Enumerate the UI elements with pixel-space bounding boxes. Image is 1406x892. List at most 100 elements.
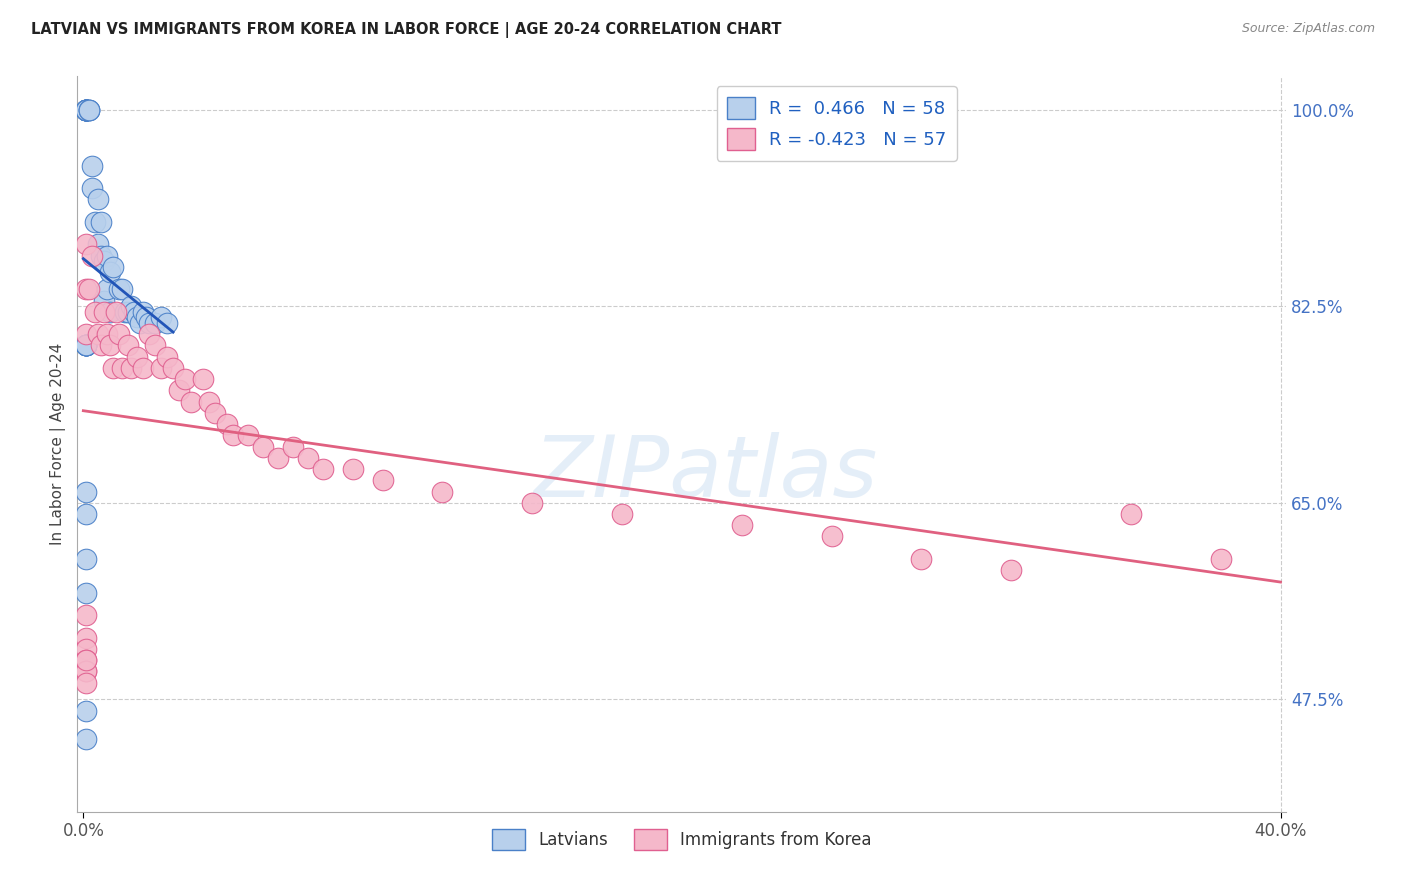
Point	[96, 249, 118, 263]
Point	[75, 282, 97, 296]
Point	[120, 360, 142, 375]
Point	[75, 103, 97, 117]
Point	[75, 338, 97, 352]
Point	[143, 338, 166, 352]
Point	[84, 305, 107, 319]
Point	[135, 310, 157, 325]
Point	[75, 552, 97, 566]
Point	[75, 675, 97, 690]
Point	[122, 305, 145, 319]
Point	[75, 338, 97, 352]
Point	[215, 417, 238, 431]
Point	[87, 193, 110, 207]
Point	[96, 327, 118, 342]
Point	[522, 496, 544, 510]
Y-axis label: In Labor Force | Age 20-24: In Labor Force | Age 20-24	[51, 343, 66, 545]
Point	[84, 215, 107, 229]
Point	[75, 103, 97, 117]
Point	[1000, 563, 1022, 577]
Point	[1209, 552, 1232, 566]
Point	[75, 484, 97, 499]
Point	[105, 305, 128, 319]
Point	[75, 585, 97, 599]
Point	[75, 103, 97, 117]
Point	[143, 316, 166, 330]
Point	[342, 462, 364, 476]
Text: Source: ZipAtlas.com: Source: ZipAtlas.com	[1241, 22, 1375, 36]
Point	[731, 518, 754, 533]
Point	[191, 372, 214, 386]
Point	[103, 360, 125, 375]
Point	[93, 305, 115, 319]
Point	[75, 665, 97, 679]
Point	[75, 507, 97, 521]
Point	[75, 237, 97, 252]
Point	[79, 103, 101, 117]
Point	[138, 327, 160, 342]
Point	[610, 507, 633, 521]
Point	[98, 265, 121, 279]
Point	[75, 103, 97, 117]
Point	[79, 103, 101, 117]
Point	[87, 237, 110, 252]
Point	[236, 428, 259, 442]
Point	[75, 653, 97, 667]
Point	[75, 103, 97, 117]
Point	[162, 360, 184, 375]
Point	[312, 462, 335, 476]
Point	[108, 327, 131, 342]
Point	[267, 450, 290, 465]
Point	[75, 327, 97, 342]
Point	[371, 473, 394, 487]
Point	[79, 282, 101, 296]
Point	[75, 338, 97, 352]
Point	[75, 338, 97, 352]
Point	[1119, 507, 1142, 521]
Point	[90, 249, 112, 263]
Legend: Latvians, Immigrants from Korea: Latvians, Immigrants from Korea	[485, 822, 879, 856]
Point	[75, 103, 97, 117]
Point	[910, 552, 932, 566]
Point	[204, 406, 226, 420]
Point	[117, 305, 139, 319]
Point	[297, 450, 319, 465]
Point	[150, 360, 173, 375]
Point	[156, 350, 179, 364]
Point	[180, 394, 202, 409]
Point	[75, 103, 97, 117]
Point	[75, 665, 97, 679]
Point	[117, 338, 139, 352]
Point	[127, 310, 149, 325]
Point	[75, 338, 97, 352]
Point	[82, 181, 104, 195]
Point	[167, 384, 190, 398]
Point	[132, 305, 155, 319]
Point	[75, 731, 97, 746]
Point	[75, 103, 97, 117]
Point	[132, 360, 155, 375]
Text: ZIPatlas: ZIPatlas	[534, 432, 879, 515]
Point	[75, 103, 97, 117]
Point	[174, 372, 197, 386]
Point	[75, 608, 97, 623]
Point	[252, 440, 274, 454]
Point	[75, 338, 97, 352]
Point	[150, 310, 173, 325]
Point	[103, 260, 125, 274]
Point	[75, 631, 97, 645]
Point	[98, 338, 121, 352]
Point	[96, 282, 118, 296]
Point	[120, 299, 142, 313]
Point	[75, 103, 97, 117]
Text: LATVIAN VS IMMIGRANTS FROM KOREA IN LABOR FORCE | AGE 20-24 CORRELATION CHART: LATVIAN VS IMMIGRANTS FROM KOREA IN LABO…	[31, 22, 782, 38]
Point	[820, 529, 842, 543]
Point	[75, 338, 97, 352]
Point	[93, 293, 115, 308]
Point	[75, 103, 97, 117]
Point	[111, 360, 134, 375]
Point	[108, 282, 131, 296]
Point	[138, 316, 160, 330]
Point	[93, 254, 115, 268]
Point	[75, 103, 97, 117]
Point	[98, 305, 121, 319]
